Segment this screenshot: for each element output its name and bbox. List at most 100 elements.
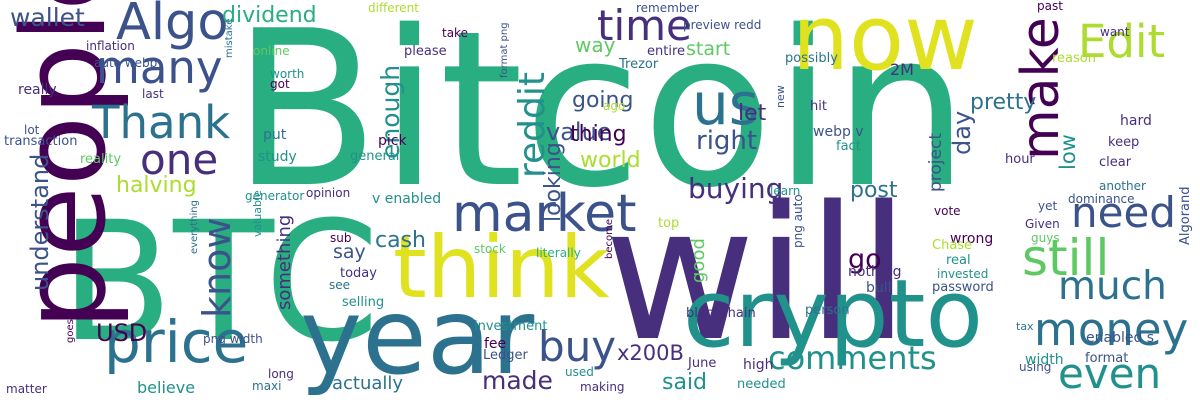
word: worth <box>270 67 305 81</box>
word: auto webp <box>94 56 158 70</box>
word: png width <box>203 332 263 346</box>
word: v enabled <box>372 191 442 207</box>
word: June <box>688 356 717 371</box>
word: past <box>1037 0 1063 13</box>
word: price <box>104 308 249 376</box>
word: something <box>274 214 295 310</box>
word: said <box>662 370 708 395</box>
word: tax <box>1016 320 1034 333</box>
word: crypto <box>683 260 983 369</box>
word: everything <box>189 200 200 254</box>
word: format <box>1085 351 1129 366</box>
word: clear <box>1099 155 1132 170</box>
word: going <box>572 88 634 113</box>
word: study <box>258 149 297 165</box>
word: become <box>604 218 615 259</box>
word: actually <box>332 373 404 394</box>
word: dominance <box>1068 192 1135 206</box>
word: really <box>18 82 57 98</box>
word: wallet <box>10 3 85 32</box>
word: real <box>946 253 971 268</box>
word: comments <box>768 339 937 377</box>
word: keep <box>1108 135 1140 150</box>
word: made <box>482 366 553 395</box>
word: lot <box>24 123 40 137</box>
word: buying <box>688 172 784 205</box>
word: format png <box>499 22 510 78</box>
word: let <box>738 101 767 126</box>
word: put <box>263 127 287 143</box>
word: dividend <box>222 3 317 28</box>
word: stock <box>474 242 506 256</box>
word: Edit <box>1078 15 1166 68</box>
word: pretty <box>970 90 1037 115</box>
word: Algo <box>116 0 229 52</box>
word: 2M <box>890 60 914 79</box>
word: sub <box>330 231 352 245</box>
word: webp v <box>813 124 864 140</box>
word: high <box>743 357 774 373</box>
word: bull <box>866 280 892 296</box>
word: time <box>597 1 692 50</box>
word: png auto <box>791 194 805 248</box>
word: enabled s <box>1086 330 1155 346</box>
word: post <box>850 178 898 203</box>
word: say <box>333 241 366 263</box>
word: now <box>792 0 978 91</box>
word: possibly <box>785 51 838 66</box>
word: generator <box>245 189 305 203</box>
word: general <box>350 149 400 164</box>
word: top <box>658 216 680 231</box>
word: need <box>1071 188 1176 237</box>
word: USD <box>96 319 148 347</box>
word: world <box>580 148 641 173</box>
word: transaction <box>4 134 78 149</box>
word: want <box>1100 25 1130 39</box>
word: entire <box>647 44 686 59</box>
word: BTC <box>60 186 380 378</box>
word: low <box>1056 134 1080 170</box>
word: x200B <box>617 341 684 365</box>
word: goes <box>65 319 76 343</box>
word: go <box>848 244 882 275</box>
word: hour <box>1005 152 1035 167</box>
word: inflation <box>86 39 135 53</box>
word: day <box>948 110 976 155</box>
word: project <box>926 132 946 192</box>
word: many <box>96 41 223 94</box>
word: got <box>270 77 290 91</box>
word: Ledger <box>483 348 528 363</box>
word: believe <box>137 378 196 397</box>
word: invested <box>937 267 989 281</box>
word: take <box>442 26 468 40</box>
word: start <box>686 38 731 60</box>
word: opinion <box>306 186 351 200</box>
word: even <box>1058 349 1162 398</box>
word: remember <box>636 1 699 15</box>
word: investment <box>474 319 548 334</box>
word: fact <box>836 139 861 154</box>
word: us <box>692 70 759 138</box>
word: literally <box>536 246 581 260</box>
word: good <box>688 238 709 283</box>
word: cash <box>375 228 426 253</box>
word: valuable <box>251 190 264 237</box>
word: will <box>604 166 910 382</box>
word: nothing <box>848 264 902 280</box>
word: one <box>140 135 219 184</box>
word: last <box>142 87 164 101</box>
word: understand <box>26 153 54 291</box>
word: Trezor <box>619 57 659 72</box>
word: wrong <box>950 231 994 247</box>
word: looking <box>541 142 566 222</box>
word: using <box>1019 360 1052 374</box>
word: preview redd <box>683 18 762 32</box>
word: please <box>404 44 447 59</box>
word: think <box>393 218 610 318</box>
word: fee <box>484 336 507 352</box>
word: another <box>1099 179 1146 193</box>
word: long <box>268 367 294 381</box>
word: different <box>368 1 419 15</box>
word: yet <box>1038 199 1058 213</box>
